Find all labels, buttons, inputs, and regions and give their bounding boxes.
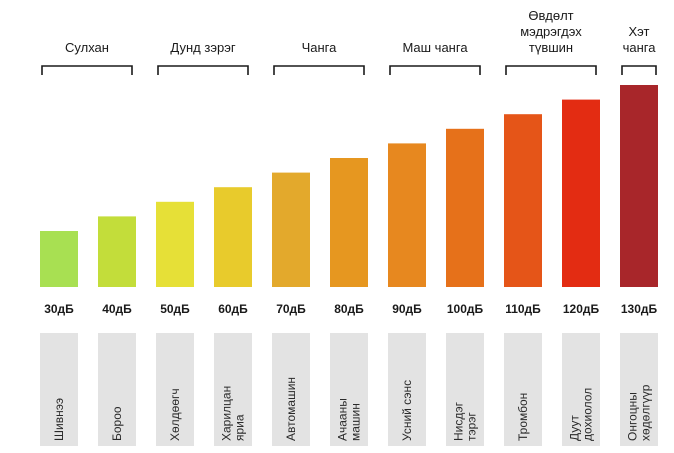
group-bracket	[505, 65, 597, 75]
group-label: Маш чанга	[402, 40, 468, 55]
source-label: Харилцан	[220, 386, 234, 441]
group-label: мэдрэгдэх	[520, 24, 582, 39]
source-box	[40, 333, 78, 446]
source-label: Тромбон	[516, 393, 530, 441]
group-label: Өвдөлт	[528, 8, 573, 23]
source-box	[156, 333, 194, 446]
source-label: Нисдэг	[452, 401, 466, 441]
group-bracket	[41, 65, 133, 75]
source-label: Онгоцны	[626, 392, 640, 441]
source-box	[98, 333, 136, 446]
db-label: 130дБ	[621, 302, 658, 316]
db-label: 70дБ	[276, 302, 306, 316]
db-label: 120дБ	[563, 302, 600, 316]
db-label: 80дБ	[334, 302, 364, 316]
source-box	[504, 333, 542, 446]
bar-80db	[330, 158, 368, 287]
db-label: 100дБ	[447, 302, 484, 316]
bar-100db	[446, 128, 484, 287]
group-bracket	[273, 65, 365, 75]
source-label: яриа	[233, 414, 247, 441]
source-box	[388, 333, 426, 446]
db-label: 30дБ	[44, 302, 74, 316]
source-label: дохиолол	[581, 388, 595, 441]
bar-120db	[562, 99, 600, 287]
bar-50db	[156, 201, 194, 287]
source-label: хөдөлгүүр	[639, 384, 653, 441]
source-box	[446, 333, 484, 446]
group-label: Хэт	[629, 24, 650, 39]
source-box	[214, 333, 252, 446]
bar-60db	[214, 187, 252, 287]
group-label: түвшин	[529, 40, 573, 55]
source-label: Ачааны	[336, 398, 350, 441]
bar-70db	[272, 172, 310, 287]
source-box	[562, 333, 600, 446]
source-label: Автомашин	[284, 377, 298, 441]
source-label: тэрэг	[465, 412, 479, 441]
group-bracket	[157, 65, 249, 75]
group-bracket	[389, 65, 481, 75]
db-label: 40дБ	[102, 302, 132, 316]
db-label: 60дБ	[218, 302, 248, 316]
group-label: Дунд зэрэг	[170, 40, 235, 55]
source-label: Хөлдөөгч	[168, 388, 182, 441]
group-label: Чанга	[302, 40, 338, 55]
source-label: Бороо	[110, 406, 124, 441]
bar-110db	[504, 114, 542, 287]
group-bracket	[621, 65, 657, 75]
db-label: 90дБ	[392, 302, 422, 316]
group-label: чанга	[623, 40, 657, 55]
source-box	[330, 333, 368, 446]
bar-40db	[98, 216, 136, 287]
db-label: 50дБ	[160, 302, 190, 316]
bar-30db	[40, 231, 78, 287]
bar-90db	[388, 143, 426, 287]
group-label: Сулхан	[65, 40, 109, 55]
source-box	[272, 333, 310, 446]
db-label: 110дБ	[505, 302, 541, 316]
source-label: машин	[349, 403, 363, 441]
source-box	[620, 333, 658, 446]
source-label: Усний сэнс	[400, 380, 414, 441]
bar-130db	[620, 85, 658, 287]
source-label: Дуут	[568, 415, 582, 441]
source-label: Шивнээ	[52, 398, 66, 441]
